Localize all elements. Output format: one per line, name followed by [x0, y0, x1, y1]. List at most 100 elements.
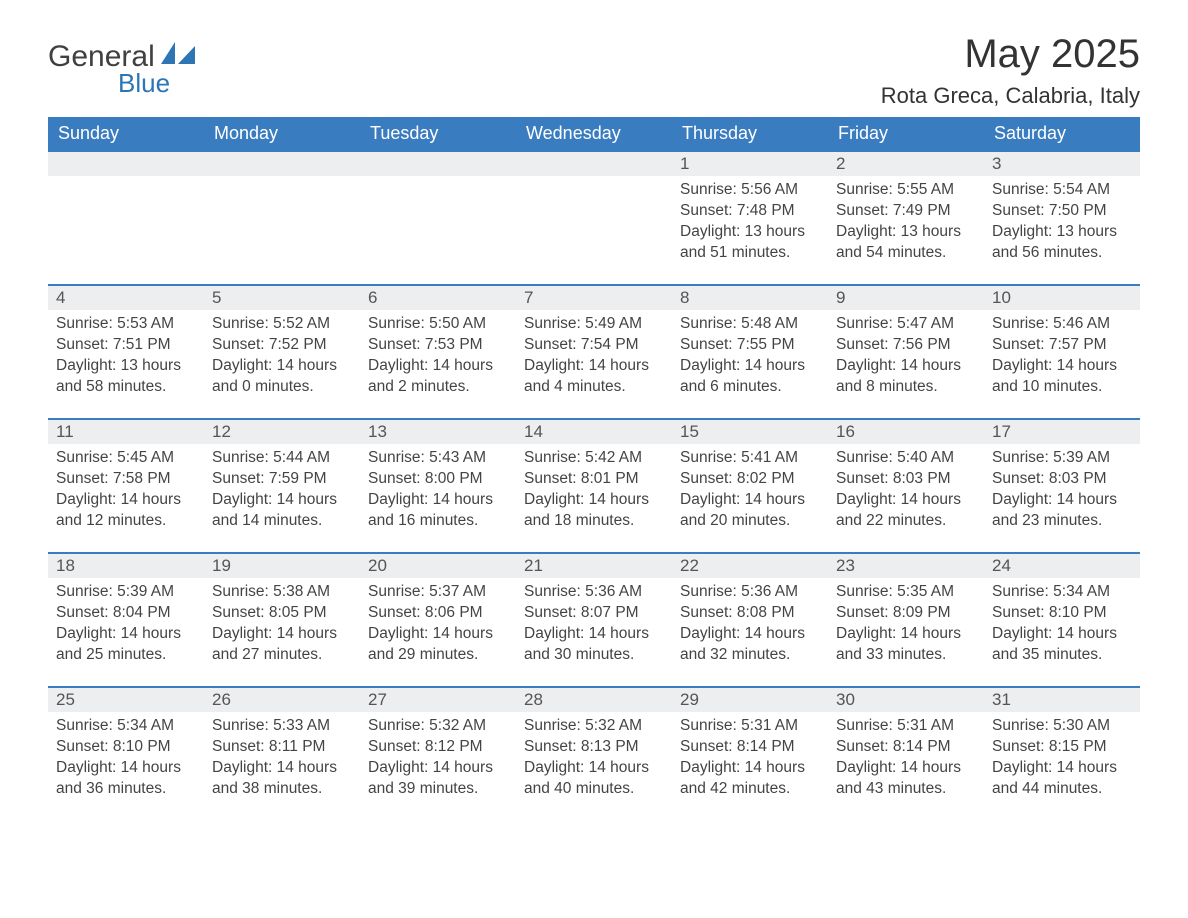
sunset: Sunset: 7:55 PM: [680, 335, 820, 356]
sunset-value: 7:55 PM: [737, 336, 795, 353]
calendar-cell: 12Sunrise: 5:44 AMSunset: 7:59 PMDayligh…: [204, 419, 360, 553]
day-number: 29: [672, 688, 828, 712]
calendar-row: 11Sunrise: 5:45 AMSunset: 7:58 PMDayligh…: [48, 419, 1140, 553]
calendar-cell: 13Sunrise: 5:43 AMSunset: 8:00 PMDayligh…: [360, 419, 516, 553]
sunrise: Sunrise: 5:49 AM: [524, 314, 664, 335]
sunset: Sunset: 7:59 PM: [212, 469, 352, 490]
day-number: 20: [360, 554, 516, 578]
sunrise-value: 5:39 AM: [117, 583, 174, 600]
day-content: Sunrise: 5:48 AMSunset: 7:55 PMDaylight:…: [672, 310, 828, 402]
sunset-label: Sunset:: [992, 336, 1049, 353]
daylight: Daylight: 14 hours and 2 minutes.: [368, 356, 508, 398]
sunrise: Sunrise: 5:35 AM: [836, 582, 976, 603]
title-block: May 2025 Rota Greca, Calabria, Italy: [881, 32, 1140, 109]
daylight: Daylight: 14 hours and 14 minutes.: [212, 490, 352, 532]
daylight: Daylight: 14 hours and 20 minutes.: [680, 490, 820, 532]
daylight-label: Daylight:: [212, 625, 277, 642]
sunset-value: 8:15 PM: [1049, 738, 1107, 755]
daylight: Daylight: 14 hours and 12 minutes.: [56, 490, 196, 532]
day-number: 24: [984, 554, 1140, 578]
daylight-label: Daylight:: [56, 759, 121, 776]
day-content: Sunrise: 5:36 AMSunset: 8:07 PMDaylight:…: [516, 578, 672, 670]
calendar-cell: 11Sunrise: 5:45 AMSunset: 7:58 PMDayligh…: [48, 419, 204, 553]
sunset-label: Sunset:: [992, 738, 1049, 755]
sunset: Sunset: 8:13 PM: [524, 737, 664, 758]
daylight: Daylight: 14 hours and 22 minutes.: [836, 490, 976, 532]
calendar-cell: 29Sunrise: 5:31 AMSunset: 8:14 PMDayligh…: [672, 687, 828, 821]
sunset-value: 7:50 PM: [1049, 202, 1107, 219]
calendar-row: 4Sunrise: 5:53 AMSunset: 7:51 PMDaylight…: [48, 285, 1140, 419]
day-number: [516, 152, 672, 176]
sunset-value: 7:59 PM: [269, 470, 327, 487]
logo: General Blue: [48, 40, 199, 99]
sunrise-value: 5:37 AM: [429, 583, 486, 600]
sunset: Sunset: 8:08 PM: [680, 603, 820, 624]
sunset: Sunset: 8:03 PM: [836, 469, 976, 490]
calendar-cell: 10Sunrise: 5:46 AMSunset: 7:57 PMDayligh…: [984, 285, 1140, 419]
calendar-cell-empty: [516, 151, 672, 285]
sunrise-value: 5:38 AM: [273, 583, 330, 600]
sunrise-value: 5:53 AM: [117, 315, 174, 332]
sunrise-value: 5:33 AM: [273, 717, 330, 734]
day-number: 21: [516, 554, 672, 578]
sunrise: Sunrise: 5:53 AM: [56, 314, 196, 335]
day-content: Sunrise: 5:49 AMSunset: 7:54 PMDaylight:…: [516, 310, 672, 402]
sunset-label: Sunset:: [836, 470, 893, 487]
sunrise: Sunrise: 5:31 AM: [836, 716, 976, 737]
day-content: Sunrise: 5:37 AMSunset: 8:06 PMDaylight:…: [360, 578, 516, 670]
day-number: 26: [204, 688, 360, 712]
sunrise-value: 5:44 AM: [273, 449, 330, 466]
daylight: Daylight: 14 hours and 6 minutes.: [680, 356, 820, 398]
sunset-label: Sunset:: [368, 738, 425, 755]
sunset: Sunset: 8:04 PM: [56, 603, 196, 624]
daylight: Daylight: 14 hours and 42 minutes.: [680, 758, 820, 800]
calendar-row: 25Sunrise: 5:34 AMSunset: 8:10 PMDayligh…: [48, 687, 1140, 821]
sunset-value: 8:14 PM: [893, 738, 951, 755]
day-content: Sunrise: 5:31 AMSunset: 8:14 PMDaylight:…: [672, 712, 828, 804]
sunset-value: 8:00 PM: [425, 470, 483, 487]
sunrise-label: Sunrise:: [992, 717, 1053, 734]
daylight-label: Daylight:: [992, 357, 1057, 374]
sunrise-label: Sunrise:: [212, 449, 273, 466]
day-number: 31: [984, 688, 1140, 712]
calendar-cell: 2Sunrise: 5:55 AMSunset: 7:49 PMDaylight…: [828, 151, 984, 285]
day-content: Sunrise: 5:36 AMSunset: 8:08 PMDaylight:…: [672, 578, 828, 670]
sunset-label: Sunset:: [212, 604, 269, 621]
sunrise-value: 5:32 AM: [429, 717, 486, 734]
day-content: Sunrise: 5:30 AMSunset: 8:15 PMDaylight:…: [984, 712, 1140, 804]
day-content: Sunrise: 5:34 AMSunset: 8:10 PMDaylight:…: [984, 578, 1140, 670]
sunset: Sunset: 8:01 PM: [524, 469, 664, 490]
sunrise-value: 5:35 AM: [897, 583, 954, 600]
daylight: Daylight: 13 hours and 56 minutes.: [992, 222, 1132, 264]
weekday-header: Sunday: [48, 117, 204, 151]
sunrise-label: Sunrise:: [992, 181, 1053, 198]
sunrise: Sunrise: 5:39 AM: [992, 448, 1132, 469]
sunrise-value: 5:34 AM: [1053, 583, 1110, 600]
sail-icon: [159, 40, 199, 71]
sunrise: Sunrise: 5:44 AM: [212, 448, 352, 469]
daylight-label: Daylight:: [992, 759, 1057, 776]
sunset-label: Sunset:: [524, 470, 581, 487]
sunset-label: Sunset:: [992, 470, 1049, 487]
day-number: 12: [204, 420, 360, 444]
sunrise: Sunrise: 5:32 AM: [524, 716, 664, 737]
sunset: Sunset: 7:54 PM: [524, 335, 664, 356]
sunset-label: Sunset:: [836, 202, 893, 219]
sunset: Sunset: 7:58 PM: [56, 469, 196, 490]
sunset-label: Sunset:: [524, 336, 581, 353]
calendar-cell: 20Sunrise: 5:37 AMSunset: 8:06 PMDayligh…: [360, 553, 516, 687]
sunset-label: Sunset:: [836, 604, 893, 621]
day-content: Sunrise: 5:52 AMSunset: 7:52 PMDaylight:…: [204, 310, 360, 402]
sunset: Sunset: 8:10 PM: [56, 737, 196, 758]
sunrise-label: Sunrise:: [368, 315, 429, 332]
sunrise-value: 5:45 AM: [117, 449, 174, 466]
day-content: Sunrise: 5:33 AMSunset: 8:11 PMDaylight:…: [204, 712, 360, 804]
sunrise: Sunrise: 5:43 AM: [368, 448, 508, 469]
day-content: Sunrise: 5:44 AMSunset: 7:59 PMDaylight:…: [204, 444, 360, 536]
sunrise-value: 5:47 AM: [897, 315, 954, 332]
calendar-cell-empty: [48, 151, 204, 285]
daylight-label: Daylight:: [836, 491, 901, 508]
daylight-label: Daylight:: [992, 625, 1057, 642]
sunrise-label: Sunrise:: [992, 315, 1053, 332]
month-title: May 2025: [881, 32, 1140, 77]
